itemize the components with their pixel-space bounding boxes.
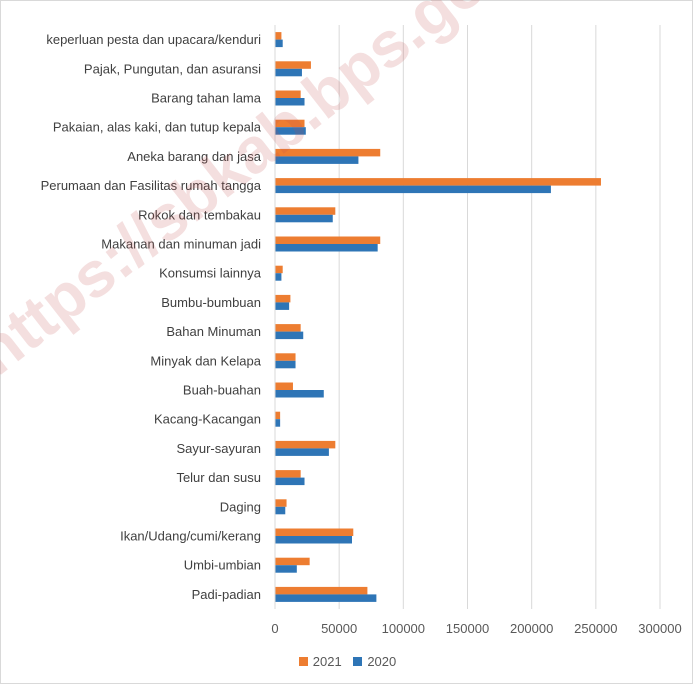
bar-2021 — [275, 294, 291, 303]
x-tick-label: 0 — [271, 621, 278, 636]
bar-2020 — [275, 506, 286, 515]
category-label: Bumbu-bumbuan — [161, 295, 261, 310]
bar-2021 — [275, 324, 301, 332]
category-label: Minyak dan Kelapa — [150, 353, 261, 368]
bar-2021 — [275, 557, 310, 566]
x-tick-label: 50000 — [321, 621, 357, 636]
bar-2021 — [275, 207, 336, 215]
bar-2020 — [275, 185, 551, 194]
category-label: keperluan pesta dan upacara/kenduri — [46, 32, 261, 47]
bar-2021 — [275, 411, 281, 420]
bar-2021 — [275, 148, 381, 157]
bar-2020 — [275, 244, 378, 252]
category-label: Daging — [220, 499, 261, 514]
category-label: Perumaan dan Fasilitas rumah tangga — [41, 178, 262, 193]
x-tick-label: 100000 — [382, 621, 425, 636]
legend-swatch-2020 — [353, 657, 363, 666]
category-label: Pakaian, alas kaki, dan tutup kepala — [53, 120, 262, 135]
x-tick-label: 150000 — [446, 621, 489, 636]
bar-2020 — [275, 156, 359, 164]
category-label: Bahan Minuman — [166, 324, 261, 339]
category-label: Aneka barang dan jasa — [127, 149, 261, 164]
category-label: Makanan dan minuman jadi — [101, 237, 261, 252]
legend-item-2021: 2021 — [298, 654, 342, 669]
bar-2021 — [275, 440, 336, 449]
bar-2021 — [275, 61, 311, 69]
bar-2020 — [275, 419, 281, 427]
bar-2021 — [275, 586, 368, 595]
bar-2021 — [275, 528, 354, 536]
category-label: Sayur-sayuran — [176, 441, 261, 456]
bar-2020 — [275, 360, 296, 369]
bar-2020 — [275, 331, 304, 340]
bar-2020 — [275, 302, 290, 310]
bar-2021 — [275, 32, 282, 40]
gridlines — [338, 25, 661, 609]
bar-2021 — [275, 90, 301, 98]
legend: 2021 2020 — [1, 654, 693, 669]
category-label: Ikan/Udang/cumi/kerang — [120, 529, 261, 544]
bar-2020 — [275, 448, 329, 456]
bar-2021 — [275, 499, 287, 507]
bar-2020 — [275, 39, 283, 48]
bar-2020 — [275, 594, 377, 602]
bar-2021 — [275, 119, 305, 128]
bar-2020 — [275, 273, 282, 281]
category-label: Rokok dan tembakau — [138, 207, 261, 222]
legend-label-2020: 2020 — [367, 654, 397, 669]
x-tick-labels: 0 50000 100000 150000 200000 250000 300000 — [271, 621, 681, 636]
category-label: Pajak, Pungutan, dan asuransi — [84, 61, 261, 76]
category-label: Padi-padian — [192, 587, 261, 602]
bar-2020 — [275, 477, 305, 486]
category-label: Telur dan susu — [176, 470, 261, 485]
bar-2021 — [275, 236, 381, 244]
bar-2020 — [275, 127, 306, 135]
bar-2021 — [275, 265, 283, 274]
bar-2020 — [275, 565, 297, 573]
bar-2020 — [275, 68, 302, 77]
category-label: Buah-buahan — [183, 383, 261, 398]
category-label: Kacang-Kacangan — [154, 412, 261, 427]
bar-2020 — [275, 536, 352, 544]
bar-2020 — [275, 98, 305, 106]
legend-swatch-2021 — [298, 657, 308, 666]
legend-item-2020: 2020 — [353, 654, 396, 669]
bar-2020 — [275, 214, 333, 223]
category-label: Konsumsi lainnya — [159, 266, 262, 281]
x-tick-label: 250000 — [574, 621, 617, 636]
bar-2020 — [275, 390, 324, 398]
bar-2021 — [275, 382, 293, 390]
bar-2021 — [275, 178, 601, 186]
category-label: Barang tahan lama — [151, 91, 262, 106]
category-label: Umbi-umbian — [184, 558, 261, 573]
category-labels: keperluan pesta dan upacara/kenduri Pajak… — [41, 32, 262, 602]
bars — [275, 32, 601, 602]
bar-2021 — [275, 470, 301, 478]
legend-label-2021: 2021 — [312, 654, 342, 669]
x-tick-label: 300000 — [638, 621, 681, 636]
bar-2021 — [275, 353, 296, 361]
x-tick-label: 200000 — [510, 621, 553, 636]
